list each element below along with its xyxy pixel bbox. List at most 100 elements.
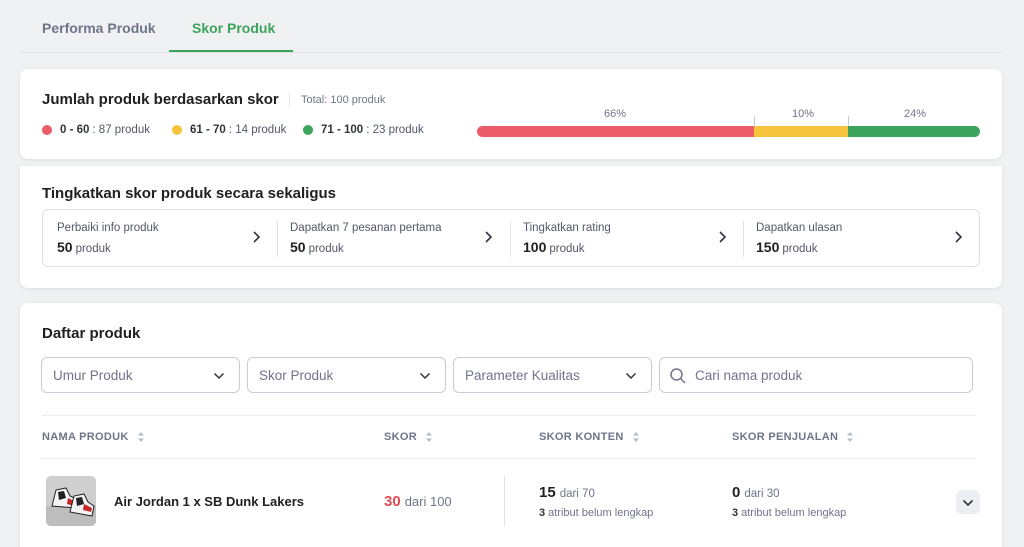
legend-count: : 87 produk — [92, 124, 150, 136]
expand-row-button[interactable] — [956, 490, 980, 514]
sort-icon — [847, 432, 854, 442]
sort-icon — [137, 432, 144, 442]
search-placeholder: Cari nama produk — [695, 368, 803, 383]
score-suffix: dari 100 — [404, 494, 452, 509]
green-dot-icon — [303, 125, 313, 135]
legend-range: 71 - 100 — [321, 124, 364, 136]
legend-range: 61 - 70 — [190, 124, 226, 136]
bar-pct-low: 66% — [604, 108, 627, 120]
action-dapatkan-ulasan[interactable]: Dapatkan ulasan 150 produk — [742, 210, 979, 268]
col-header-nama-produk[interactable]: NAMA PRODUK — [42, 431, 145, 443]
list-title: Daftar produk — [42, 325, 141, 342]
chevron-down-icon — [213, 372, 225, 380]
divider — [277, 221, 278, 257]
score-summary-card: Jumlah produk berdasarkan skor Total: 10… — [20, 69, 1002, 159]
row-divider — [504, 476, 505, 526]
action-unit: produk — [782, 243, 818, 255]
chevron-right-icon — [719, 231, 727, 243]
score-value: 30 — [384, 493, 401, 510]
legend-item-low: 0 - 60 : 87 produk — [42, 124, 150, 136]
action-value: 50 produk — [290, 239, 344, 255]
action-value: 150 produk — [756, 239, 818, 255]
product-name[interactable]: Air Jordan 1 x SB Dunk Lakers — [114, 494, 305, 509]
total-products: Total: 100 produk — [289, 93, 385, 107]
bar-segment-high — [848, 126, 980, 137]
bar-segment-mid — [754, 126, 848, 137]
chevron-right-icon — [955, 231, 963, 243]
content-score-suffix: dari 70 — [559, 488, 595, 500]
col-header-label: SKOR KONTEN — [539, 431, 624, 443]
col-header-label: SKOR PENJUALAN — [732, 431, 839, 443]
summary-title: Jumlah produk berdasarkan skor — [42, 91, 279, 108]
product-score: 30 dari 100 — [384, 493, 452, 510]
search-input[interactable]: Cari nama produk — [659, 357, 973, 393]
sales-score: 0 dari 30 — [732, 484, 780, 501]
filter-label: Umur Produk — [53, 368, 133, 383]
action-label: Dapatkan 7 pesanan pertama — [290, 222, 442, 234]
filter-label: Parameter Kualitas — [465, 368, 580, 383]
action-count: 100 — [523, 239, 547, 255]
filter-skor-produk[interactable]: Skor Produk — [247, 357, 446, 393]
filter-umur-produk[interactable]: Umur Produk — [41, 357, 240, 393]
sales-note-text: atribut belum lengkap — [741, 507, 847, 519]
chevron-down-icon — [962, 499, 974, 507]
action-label: Perbaiki info produk — [57, 222, 159, 234]
action-count: 150 — [756, 239, 780, 255]
col-header-skor-konten[interactable]: SKOR KONTEN — [539, 431, 640, 443]
improve-actions: Perbaiki info produk 50 produk Dapatkan 7… — [42, 209, 980, 267]
improve-score-card: Tingkatkan skor produk secara sekaligus … — [20, 166, 1002, 288]
action-count: 50 — [57, 239, 73, 255]
filter-parameter-kualitas[interactable]: Parameter Kualitas — [453, 357, 652, 393]
col-header-skor[interactable]: SKOR — [384, 431, 433, 443]
sales-note-count: 3 — [732, 507, 739, 519]
content-note-count: 3 — [539, 507, 546, 519]
action-tingkatkan-rating[interactable]: Tingkatkan rating 100 produk — [509, 210, 743, 268]
col-header-skor-penjualan[interactable]: SKOR PENJUALAN — [732, 431, 854, 443]
sales-score-suffix: dari 30 — [744, 488, 780, 500]
product-thumbnail[interactable] — [46, 476, 96, 526]
tab-bar: Performa Produk Skor Produk — [20, 0, 1003, 53]
content-score-value: 15 — [539, 484, 556, 501]
action-unit: produk — [75, 243, 111, 255]
action-value: 100 produk — [523, 239, 585, 255]
legend-count: : 23 produk — [366, 124, 424, 136]
action-unit: produk — [549, 243, 585, 255]
col-header-label: NAMA PRODUK — [42, 431, 129, 443]
action-pesanan-pertama[interactable]: Dapatkan 7 pesanan pertama 50 produk — [276, 210, 509, 268]
bar-pct-high: 24% — [904, 108, 927, 120]
tab-performa-produk[interactable]: Performa Produk — [42, 20, 156, 36]
legend-range: 0 - 60 — [60, 124, 90, 136]
sales-score-value: 0 — [732, 484, 741, 501]
content-score: 15 dari 70 — [539, 484, 595, 501]
content-note-text: atribut belum lengkap — [548, 507, 654, 519]
improve-title: Tingkatkan skor produk secara sekaligus — [42, 185, 337, 202]
active-tab-indicator — [169, 50, 293, 52]
action-perbaiki-info[interactable]: Perbaiki info produk 50 produk — [43, 210, 277, 268]
action-label: Tingkatkan rating — [523, 222, 611, 234]
red-dot-icon — [42, 125, 52, 135]
divider — [510, 221, 511, 257]
legend-count: : 14 produk — [228, 124, 287, 136]
tab-skor-produk[interactable]: Skor Produk — [192, 20, 276, 36]
search-icon — [670, 368, 686, 384]
action-value: 50 produk — [57, 239, 111, 255]
divider — [743, 221, 744, 257]
table-divider — [42, 415, 976, 416]
chevron-right-icon — [485, 231, 493, 243]
content-note: 3 atribut belum lengkap — [539, 507, 653, 519]
action-count: 50 — [290, 239, 306, 255]
col-header-label: SKOR — [384, 431, 417, 443]
yellow-dot-icon — [172, 125, 182, 135]
sort-icon — [425, 432, 432, 442]
filter-label: Skor Produk — [259, 368, 334, 383]
chevron-right-icon — [253, 231, 261, 243]
action-unit: produk — [308, 243, 344, 255]
legend-item-mid: 61 - 70 : 14 produk — [172, 124, 286, 136]
bar-pct-mid: 10% — [792, 108, 815, 120]
table-divider — [42, 458, 976, 459]
shoe-image-icon — [46, 476, 96, 526]
legend-item-high: 71 - 100 : 23 produk — [303, 124, 424, 136]
sort-icon — [632, 432, 639, 442]
bar-segment-low — [477, 126, 754, 137]
action-label: Dapatkan ulasan — [756, 222, 843, 234]
